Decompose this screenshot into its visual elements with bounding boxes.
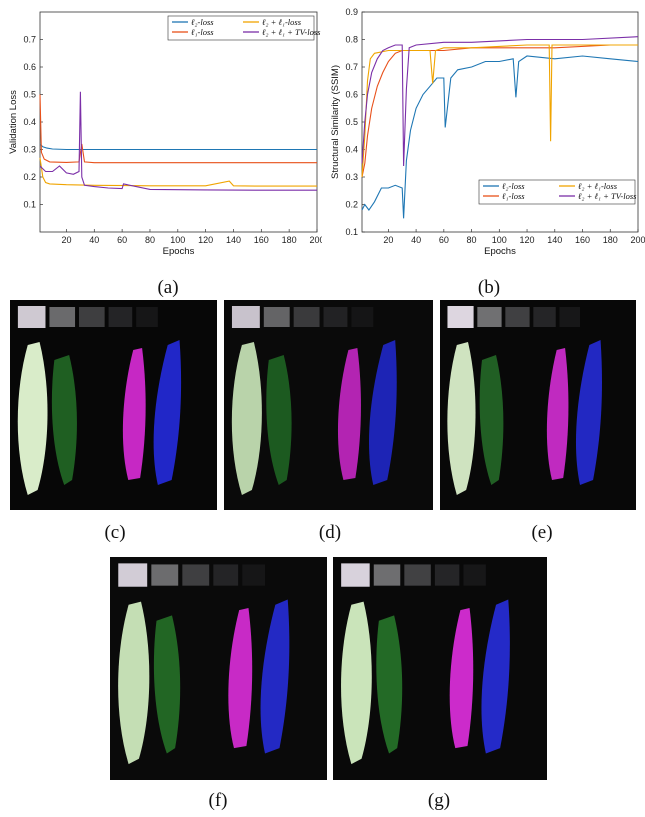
series-line <box>39 157 317 187</box>
legend-entry: ℓ₁-loss <box>502 191 525 201</box>
x-tick-label: 20 <box>61 235 71 245</box>
feathers-picture <box>110 557 327 780</box>
x-tick-label: 100 <box>170 235 185 245</box>
feather-image-d <box>224 300 433 510</box>
y-tick-label: 0.1 <box>23 200 36 210</box>
plot-frame <box>39 11 318 233</box>
x-tick-label: 160 <box>254 235 269 245</box>
chart-a: 20 40 60 80 100 120 140 160 180 200 0.1 0.2 0.3 0.4 0.… <box>0 0 322 270</box>
feathers-picture <box>333 557 547 780</box>
x-tick-label: 200 <box>630 235 645 245</box>
x-tick-label: 180 <box>282 235 297 245</box>
y-tick-label: 0.3 <box>23 145 36 155</box>
legend-box <box>167 15 315 41</box>
series-line <box>361 44 638 178</box>
y-tick-label: 0.7 <box>23 35 36 45</box>
x-axis-label: Epochs <box>484 246 516 257</box>
label-e: (e) <box>531 522 553 543</box>
legend-box <box>478 179 636 205</box>
y-tick-label: 0.1 <box>345 227 358 237</box>
y-tick-label: 0.4 <box>345 145 358 155</box>
legend-entry: ℓ₂ + ℓ₁ + TV-loss <box>262 27 321 37</box>
x-tick-label: 200 <box>309 235 322 245</box>
ssim-chart: 20 40 60 80 100 120 140 160 180 200 0.1 0.2 0.3 0.4 0.… <box>330 7 645 257</box>
x-tick-label: 100 <box>492 235 507 245</box>
label-a: (a) <box>157 277 179 298</box>
label-c: (c) <box>104 522 126 543</box>
y-tick-label: 0.8 <box>345 35 358 45</box>
legend-entry: ℓ₂ + ℓ₁-loss <box>262 17 302 27</box>
legend-entry: ℓ₂ + ℓ₁-loss <box>578 181 618 191</box>
x-tick-label: 60 <box>439 235 449 245</box>
x-tick-label: 80 <box>145 235 155 245</box>
label-b: (b) <box>477 277 501 298</box>
legend: ℓ₂-loss ℓ₂ + ℓ₁-loss ℓ₁-loss ℓ₂ + ℓ₁ + TV-l… <box>478 179 637 205</box>
feather-image-f <box>110 557 327 780</box>
feather-image-e <box>440 300 636 510</box>
label-f: (f) <box>208 790 228 811</box>
legend-entry: ℓ₂-loss <box>191 17 214 27</box>
validation-loss-chart: 20 40 60 80 100 120 140 160 180 200 0.1 0.2 0.3 0.4 0.… <box>8 11 322 257</box>
y-axis-label: Structural Similarity (SSIM) <box>330 65 341 179</box>
y-tick-label: 0.3 <box>345 172 358 182</box>
legend: ℓ₂-loss ℓ₂ + ℓ₁-loss ℓ₁-loss ℓ₂ + ℓ₁ + TV-l… <box>167 15 321 41</box>
x-tick-label: 180 <box>603 235 618 245</box>
legend-entry: ℓ₂-loss <box>502 181 525 191</box>
series-line <box>39 91 317 191</box>
y-tick-label: 0.7 <box>345 62 358 72</box>
legend-entry: ℓ₂ + ℓ₁ + TV-loss <box>578 191 637 201</box>
feather-image-c <box>10 300 217 510</box>
chart-b: 20 40 60 80 100 120 140 160 180 200 0.1 0.2 0.3 0.4 0.… <box>322 0 645 270</box>
x-tick-label: 140 <box>547 235 562 245</box>
legend-entry: ℓ₁-loss <box>191 27 214 37</box>
series-line <box>361 44 638 178</box>
y-tick-label: 0.5 <box>23 90 36 100</box>
y-tick-label: 0.2 <box>23 172 36 182</box>
series-line <box>39 143 317 151</box>
x-tick-label: 120 <box>198 235 213 245</box>
x-tick-label: 40 <box>89 235 99 245</box>
y-tick-label: 0.6 <box>345 90 358 100</box>
y-tick-label: 0.6 <box>23 62 36 72</box>
y-tick-label: 0.9 <box>345 7 358 17</box>
x-tick-label: 60 <box>117 235 127 245</box>
x-tick-label: 40 <box>411 235 421 245</box>
y-axis-label: Validation Loss <box>8 90 19 154</box>
x-tick-label: 160 <box>575 235 590 245</box>
label-d: (d) <box>318 522 342 543</box>
y-tick-label: 0.4 <box>23 117 36 127</box>
y-tick-label: 0.2 <box>345 200 358 210</box>
x-tick-label: 80 <box>467 235 477 245</box>
x-tick-label: 120 <box>520 235 535 245</box>
y-tick-label: 0.5 <box>345 117 358 127</box>
x-tick-label: 20 <box>383 235 393 245</box>
series-line <box>361 55 639 219</box>
feathers-picture <box>224 300 433 510</box>
series-line <box>361 36 639 167</box>
feather-image-g <box>333 557 547 780</box>
label-g: (g) <box>427 790 451 811</box>
x-tick-label: 140 <box>226 235 241 245</box>
feathers-picture <box>440 300 636 510</box>
x-axis-label: Epochs <box>163 246 195 257</box>
feathers-picture <box>10 300 217 510</box>
